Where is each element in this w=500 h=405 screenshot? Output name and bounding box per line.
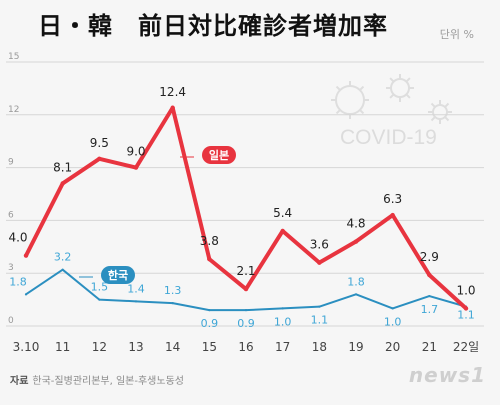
korea-series: 1.8 3.2 1.5 1.4 1.3 0.9 0.9 1.0 1.1 1.8 1.0 1.7 1.1 (9, 251, 475, 330)
data-point (427, 272, 432, 278)
data-point (208, 309, 211, 312)
data-point (170, 105, 175, 110)
data-point (133, 165, 139, 170)
source-text: 한국-질병관리본부, 일본-후생노동성 (32, 376, 184, 387)
x-axis-ticks: 3.10 11 12 13 14 15 16 17 18 19 20 21 22일 (13, 340, 480, 354)
data-point (317, 260, 322, 265)
series-tag-label: 한국 (108, 268, 128, 282)
unit-label: 단위 % (439, 28, 474, 41)
data-label: 1.0 (274, 315, 292, 328)
data-point (354, 293, 358, 296)
data-point (61, 268, 64, 271)
y-tick-label: 6 (8, 210, 14, 220)
y-tick-label: 0 (8, 316, 14, 326)
data-point (353, 239, 359, 244)
y-tick-label: 3 (8, 263, 14, 273)
x-tick-label: 13 (128, 340, 143, 354)
y-axis-ticks: 0 3 6 9 12 15 (8, 52, 19, 326)
data-point (243, 286, 249, 292)
data-label: 4.0 (8, 231, 27, 245)
x-tick-label: 11 (55, 340, 70, 354)
data-point (60, 181, 65, 186)
data-label: 2.1 (236, 264, 255, 278)
x-tick-label: 20 (385, 340, 400, 354)
data-label: 6.3 (383, 192, 402, 206)
data-label: 1.3 (164, 284, 182, 297)
data-label: 12.4 (159, 85, 186, 99)
data-label: 5.4 (273, 206, 292, 220)
data-label: 9.5 (90, 136, 109, 150)
x-tick-label: 3.10 (13, 340, 40, 354)
data-label: 9.0 (126, 145, 145, 159)
data-label: 0.9 (237, 317, 255, 330)
x-tick-label: 22일 (453, 340, 479, 354)
series-tag-pill (101, 266, 135, 284)
data-point (463, 306, 469, 311)
data-label: 4.8 (346, 217, 365, 231)
data-point (98, 298, 101, 301)
data-point (280, 228, 285, 234)
source-label: 자료 (10, 376, 29, 387)
x-tick-label: 12 (92, 340, 107, 354)
japan-series: 4.0 8.1 9.5 9.0 12.4 3.8 2.1 5.4 3.6 4.8 6.3 2.9 1.0 (8, 85, 476, 311)
x-tick-label: 17 (275, 340, 290, 354)
news1-logo: news1 (408, 363, 486, 387)
x-tick-label: 16 (238, 340, 253, 354)
x-tick-label: 21 (422, 340, 437, 354)
y-tick-label: 15 (8, 52, 19, 62)
data-label: 1.8 (9, 275, 27, 288)
data-point (207, 256, 212, 262)
virus-decoration-icon (331, 74, 452, 124)
data-label: 1.5 (91, 281, 109, 294)
data-point (24, 293, 28, 296)
covid-watermark: COVID-19 (340, 126, 437, 149)
data-label: 1.1 (457, 309, 475, 322)
data-label: 3.6 (310, 238, 329, 252)
x-tick-label: 18 (312, 340, 327, 354)
data-label: 1.0 (384, 315, 402, 328)
data-label: 1.0 (456, 283, 475, 297)
chart-title: 日・韓 前日対比確診者増加率 (38, 12, 388, 40)
data-label: 1.7 (421, 303, 439, 316)
data-point (23, 253, 29, 258)
data-point (97, 156, 102, 161)
data-label: 2.9 (420, 250, 439, 264)
data-point (428, 294, 431, 298)
data-point (171, 302, 174, 305)
data-point (134, 300, 138, 303)
x-tick-label: 15 (202, 340, 217, 354)
source-note: 자료 한국-질병관리본부, 일본-후생노동성 (10, 372, 184, 387)
data-label: 8.1 (53, 160, 72, 174)
y-tick-label: 9 (8, 158, 14, 168)
data-point (281, 307, 284, 310)
data-point (390, 212, 395, 218)
series-tag-label: 일본 (209, 148, 229, 162)
data-label: 1.1 (311, 314, 329, 327)
data-label: 0.9 (201, 317, 219, 330)
x-tick-label: 14 (165, 340, 180, 354)
data-label: 1.4 (127, 282, 145, 295)
data-label: 3.2 (54, 251, 72, 264)
data-point (244, 309, 248, 312)
data-label: 3.8 (200, 234, 219, 248)
y-tick-label: 12 (8, 105, 19, 115)
data-label: 1.8 (347, 275, 365, 288)
series-tag-pill (202, 146, 236, 164)
data-point (318, 305, 321, 308)
grid-lines (6, 61, 484, 327)
data-point (391, 307, 394, 310)
x-tick-label: 19 (348, 340, 363, 354)
